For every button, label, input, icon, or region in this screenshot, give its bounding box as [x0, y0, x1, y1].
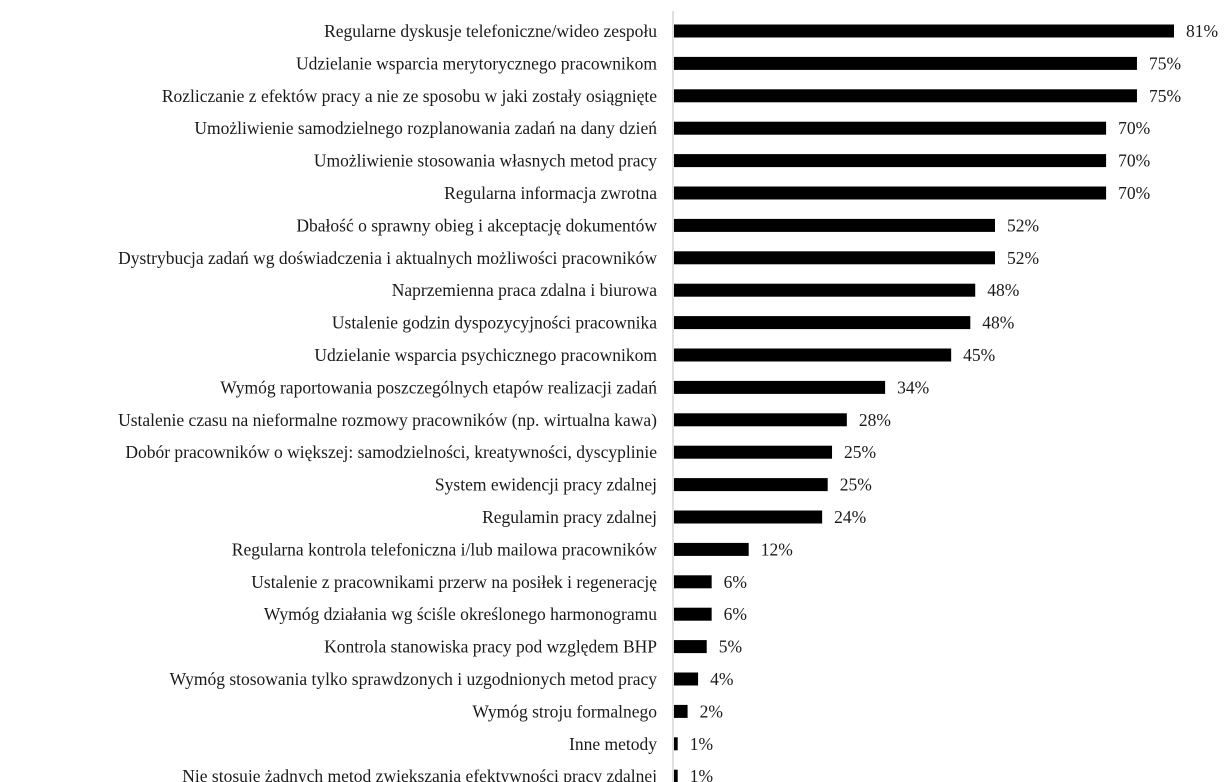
bar: [674, 542, 749, 556]
data-label: 28%: [859, 410, 891, 430]
data-label: 48%: [987, 280, 1019, 300]
data-label: 6%: [724, 604, 747, 624]
bar: [674, 769, 678, 782]
bar: [674, 316, 971, 330]
category-label: Wymóg stosowania tylko sprawdzonych i uz…: [170, 669, 658, 689]
bar: [674, 704, 688, 718]
bar: [674, 413, 847, 427]
category-label: System ewidencji pracy zdalnej: [435, 475, 657, 495]
data-label: 12%: [761, 539, 793, 559]
data-label: 52%: [1007, 215, 1039, 235]
category-label: Regularna kontrola telefoniczna i/lub ma…: [232, 539, 658, 559]
bar: [674, 89, 1137, 103]
data-label: 2%: [700, 701, 723, 721]
category-label: Regulamin pracy zdalnej: [482, 507, 657, 527]
data-label: 75%: [1149, 53, 1181, 73]
bar: [674, 575, 712, 589]
data-label: 6%: [724, 572, 747, 592]
category-label: Udzielanie wsparcia merytorycznego praco…: [296, 53, 657, 73]
bar: [674, 348, 952, 362]
bar: [674, 510, 823, 524]
data-label: 75%: [1149, 86, 1181, 106]
bar: [674, 251, 995, 265]
bar: [674, 283, 976, 297]
category-label: Rozliczanie z efektów pracy a nie ze spo…: [162, 86, 657, 106]
data-label: 81%: [1186, 21, 1218, 41]
bar: [674, 380, 886, 394]
category-label: Regularne dyskusje telefoniczne/wideo ze…: [324, 21, 657, 41]
bar: [674, 186, 1107, 200]
category-label: Naprzemienna praca zdalna i biurowa: [392, 280, 658, 300]
data-label: 70%: [1118, 151, 1150, 171]
data-label: 5%: [719, 637, 742, 657]
bar: [674, 737, 678, 751]
bar: [674, 218, 995, 232]
data-label: 52%: [1007, 248, 1039, 268]
category-label: Nie stosuję żadnych metod zwiększania ef…: [182, 766, 657, 782]
category-label: Umożliwienie samodzielnego rozplanowania…: [194, 118, 657, 138]
bar: [674, 640, 707, 654]
data-label: 1%: [690, 766, 713, 782]
data-label: 48%: [982, 313, 1014, 333]
data-label: 70%: [1118, 118, 1150, 138]
category-label: Umożliwienie stosowania własnych metod p…: [314, 151, 657, 171]
category-label: Wymóg stroju formalnego: [472, 701, 657, 721]
data-label: 24%: [834, 507, 866, 527]
bar: [674, 121, 1107, 135]
category-label: Inne metody: [569, 734, 657, 754]
category-label: Ustalenie z pracownikami przerw na posił…: [251, 572, 657, 592]
data-label: 1%: [690, 734, 713, 754]
data-label: 70%: [1118, 183, 1150, 203]
bar: [674, 154, 1107, 168]
bar: [674, 24, 1174, 38]
category-label: Wymóg działania wg ściśle określonego ha…: [264, 604, 657, 624]
category-label: Dobór pracowników o większej: samodzieln…: [125, 442, 657, 462]
data-label: 34%: [897, 377, 929, 397]
bar: [674, 478, 828, 492]
bar: [674, 445, 833, 459]
data-label: 45%: [963, 345, 995, 365]
bar: [674, 672, 699, 686]
data-label: 25%: [844, 442, 876, 462]
category-label: Wymóg raportowania poszczególnych etapów…: [220, 377, 657, 397]
category-label: Dbałość o sprawny obieg i akceptację dok…: [296, 215, 657, 235]
category-label: Kontrola stanowiska pracy pod względem B…: [324, 637, 657, 657]
data-label: 4%: [710, 669, 733, 689]
category-label: Ustalenie czasu na nieformalne rozmowy p…: [118, 410, 657, 430]
category-label: Regularna informacja zwrotna: [444, 183, 657, 203]
category-label: Udzielanie wsparcia psychicznego pracown…: [314, 345, 657, 365]
category-label: Ustalenie godzin dyspozycyjności pracown…: [332, 313, 657, 333]
bar: [674, 607, 712, 621]
bar: [674, 56, 1137, 70]
data-label: 25%: [840, 475, 872, 495]
category-label: Dystrybucja zadań wg doświadczenia i akt…: [118, 248, 657, 268]
